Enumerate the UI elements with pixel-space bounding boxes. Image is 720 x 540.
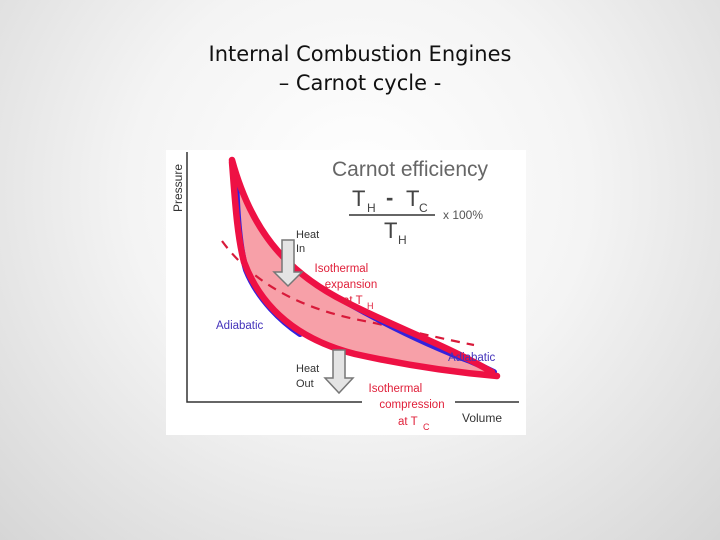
dashed-isotherm bbox=[221, 240, 475, 347]
axes bbox=[186, 152, 362, 403]
expansion-line-1: Isothermal bbox=[315, 263, 369, 275]
heat-in-line-2: In bbox=[296, 243, 305, 255]
expansion-temp-sub: H bbox=[367, 301, 374, 311]
axis-y-label: Pressure bbox=[171, 164, 185, 212]
compression-temp-t: at T bbox=[398, 416, 418, 428]
heat-out-label: Heat Out bbox=[296, 363, 322, 390]
heat-in-arrow bbox=[272, 239, 304, 288]
heat-out-line-2: Out bbox=[296, 378, 314, 390]
fraction-bar bbox=[349, 214, 435, 216]
efficiency-title: Carnot efficiency bbox=[332, 158, 489, 181]
cycle-area bbox=[236, 170, 492, 372]
expansion-label: Isothermal expansion bbox=[315, 263, 378, 291]
diagram-panel bbox=[166, 150, 526, 435]
isotherm-cold bbox=[228, 158, 501, 380]
compression-line-1: Isothermal bbox=[369, 383, 423, 395]
isotherm-hot bbox=[228, 156, 496, 376]
formula-th-top-sub: H bbox=[367, 201, 376, 215]
adiabatic-label-left: Adiabatic bbox=[216, 320, 264, 332]
formula-multiplier: x 100% bbox=[443, 208, 483, 222]
heat-out-line-1: Heat bbox=[296, 363, 319, 375]
formula-th-top: T bbox=[352, 186, 365, 211]
title-line-2: – Carnot cycle - bbox=[278, 71, 442, 95]
formula-tc-top-sub: C bbox=[419, 201, 428, 215]
adiabatic-label-right: Adiabatic bbox=[448, 352, 496, 364]
title-line-1: Internal Combustion Engines bbox=[208, 42, 512, 66]
expansion-line-2: expansion bbox=[325, 279, 377, 291]
heat-in-line-1: Heat bbox=[296, 229, 319, 241]
slide-title: Internal Combustion Engines – Carnot cyc… bbox=[0, 40, 720, 98]
compression-label: Isothermal compression bbox=[369, 383, 445, 411]
heat-out-arrow bbox=[323, 349, 355, 395]
heat-in-label: Heat In bbox=[296, 229, 322, 255]
expansion-temp-t: at T bbox=[343, 295, 363, 307]
formula-th-bottom: T bbox=[384, 218, 397, 243]
compression-line-2: compression bbox=[379, 399, 444, 411]
formula-th-bottom-sub: H bbox=[398, 233, 407, 247]
compression-temp-sub: C bbox=[423, 422, 430, 432]
expansion-temp: at T H bbox=[343, 295, 374, 311]
axis-x-label: Volume bbox=[462, 411, 502, 425]
formula-minus: - bbox=[386, 185, 393, 210]
compression-temp: at T C bbox=[398, 416, 430, 432]
formula-tc-top: T bbox=[406, 186, 419, 211]
